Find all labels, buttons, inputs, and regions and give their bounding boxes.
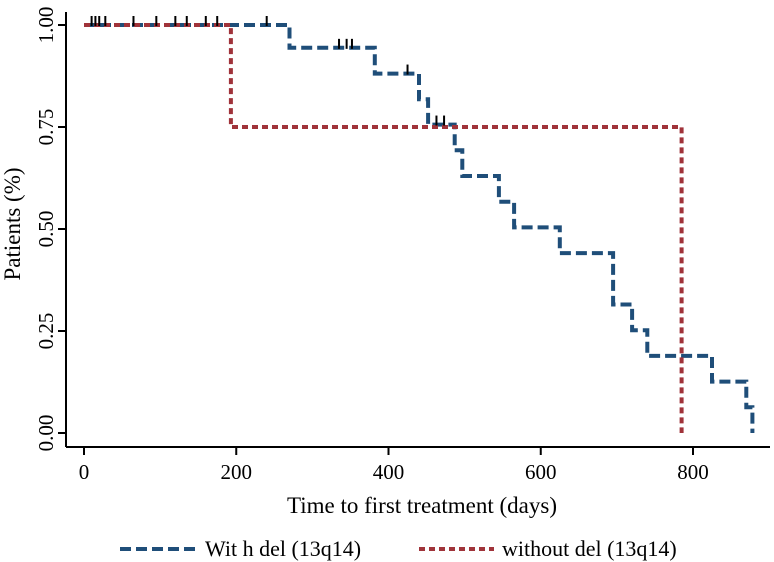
x-tick-label: 200 (221, 460, 253, 484)
legend-label-with-del: Wit h del (13q14) (205, 536, 361, 561)
series-line-with-del (84, 23, 755, 433)
y-ticks: 0.00 0.25 0.50 0.75 1.00 (34, 7, 66, 452)
y-axis-title: Patients (%) (0, 167, 25, 280)
x-tick-label: 0 (79, 460, 90, 484)
y-tick-label: 0.50 (34, 211, 58, 248)
y-tick-label: 0.00 (34, 415, 58, 452)
x-tick-label: 600 (525, 460, 557, 484)
censor-marks (90, 16, 446, 126)
y-tick-label: 0.75 (34, 109, 58, 146)
x-ticks: 0 200 400 600 800 (79, 447, 709, 484)
y-tick-label: 1.00 (34, 7, 58, 44)
plot-series (84, 23, 755, 433)
x-tick-label: 400 (373, 460, 405, 484)
x-axis-title: Time to first treatment (days) (287, 493, 557, 518)
legend-label-without-del: without del (13q14) (502, 536, 677, 561)
legend: Wit h del (13q14) without del (13q14) (120, 536, 677, 561)
x-tick-label: 800 (677, 460, 709, 484)
y-tick-label: 0.25 (34, 313, 58, 350)
series-line-without-del (84, 23, 684, 433)
